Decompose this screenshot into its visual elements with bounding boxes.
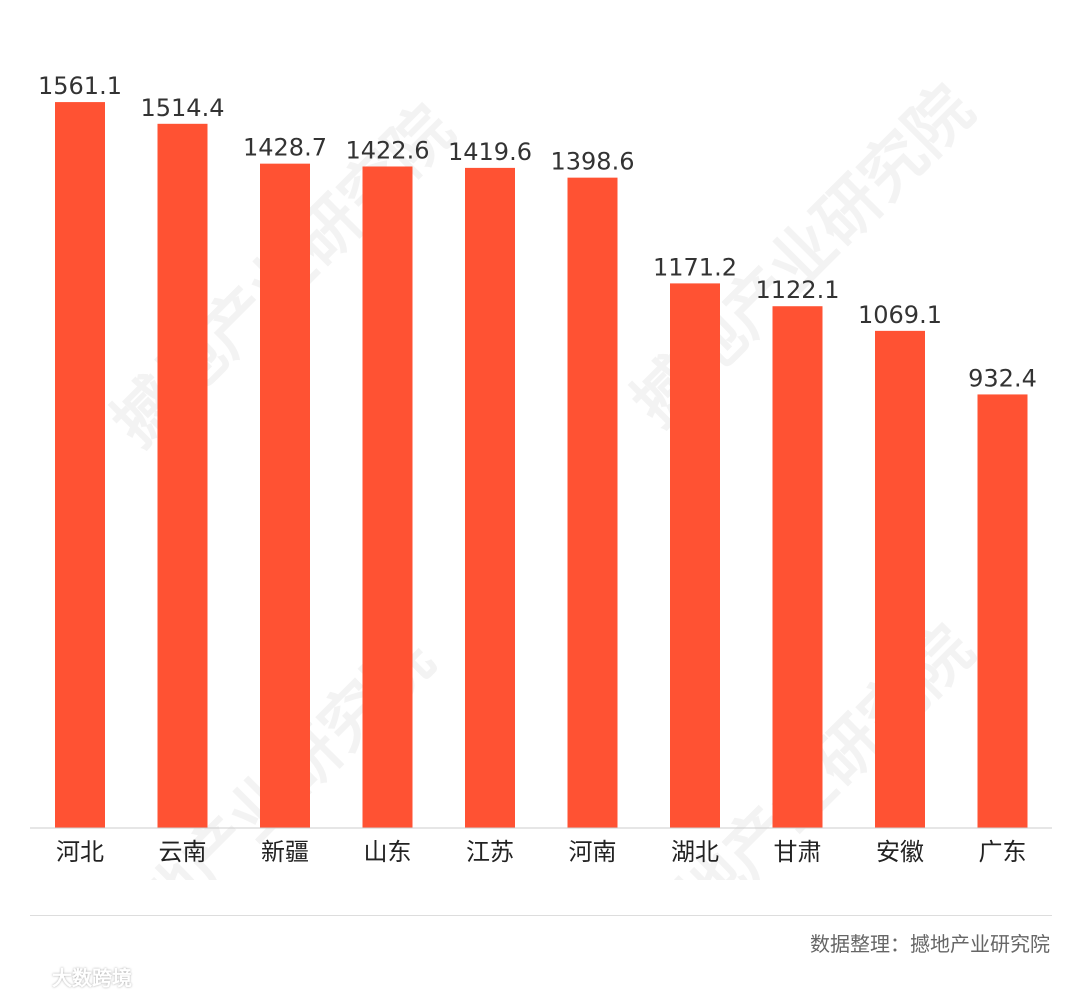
x-tick-label: 山东 [364, 838, 412, 866]
brand-watermark: 大数跨境 [12, 962, 132, 991]
bar [465, 167, 515, 829]
data-label: 1069.1 [858, 301, 942, 329]
watermark-layer: 撼地产业研究院 撼地产业研究院 撼地产业研究院 撼地产业研究院 [79, 72, 988, 880]
bar [362, 166, 413, 829]
bar [772, 306, 823, 828]
data-label: 1122.1 [756, 276, 840, 304]
data-label: 1419.6 [448, 138, 532, 166]
chart-canvas: 撼地产业研究院 撼地产业研究院 撼地产业研究院 撼地产业研究院 1561.1 河北… [30, 72, 1052, 880]
brand-logo-icon [12, 970, 46, 983]
bar [157, 123, 208, 828]
labels-layer: 1561.1 河北 1514.4 云南 1428.7 新疆 1422.6 山东 1419.6 江苏… [38, 72, 1037, 866]
bar [260, 163, 310, 829]
bars-layer [55, 102, 1028, 829]
data-label: 1171.2 [653, 253, 737, 281]
bar [670, 283, 720, 829]
x-tick-label: 湖北 [671, 838, 719, 866]
x-tick-label: 甘肃 [774, 838, 822, 866]
data-label: 1561.1 [38, 72, 122, 100]
brand-name: 大数跨境 [52, 966, 132, 990]
x-tick-label: 河南 [569, 838, 617, 866]
bar [977, 394, 1028, 828]
data-label: 1422.6 [346, 136, 430, 164]
data-label: 932.4 [968, 364, 1037, 392]
bar-chart: 撼地产业研究院 撼地产业研究院 撼地产业研究院 撼地产业研究院 1561.1 河北… [30, 72, 1052, 880]
data-label: 1514.4 [141, 94, 225, 122]
data-label: 1398.6 [551, 148, 635, 176]
bar [875, 330, 925, 828]
x-tick-label: 广东 [979, 838, 1027, 866]
source-note: 数据整理：撼地产业研究院 [810, 932, 1050, 956]
footer-divider [30, 915, 1052, 916]
x-tick-label: 新疆 [261, 838, 309, 866]
x-tick-label: 江苏 [466, 838, 514, 866]
x-tick-label: 安徽 [876, 838, 924, 866]
bar [55, 102, 105, 828]
bar [567, 177, 618, 828]
data-label: 1428.7 [243, 134, 327, 162]
x-tick-label: 河北 [56, 838, 104, 866]
x-tick-label: 云南 [159, 838, 207, 866]
